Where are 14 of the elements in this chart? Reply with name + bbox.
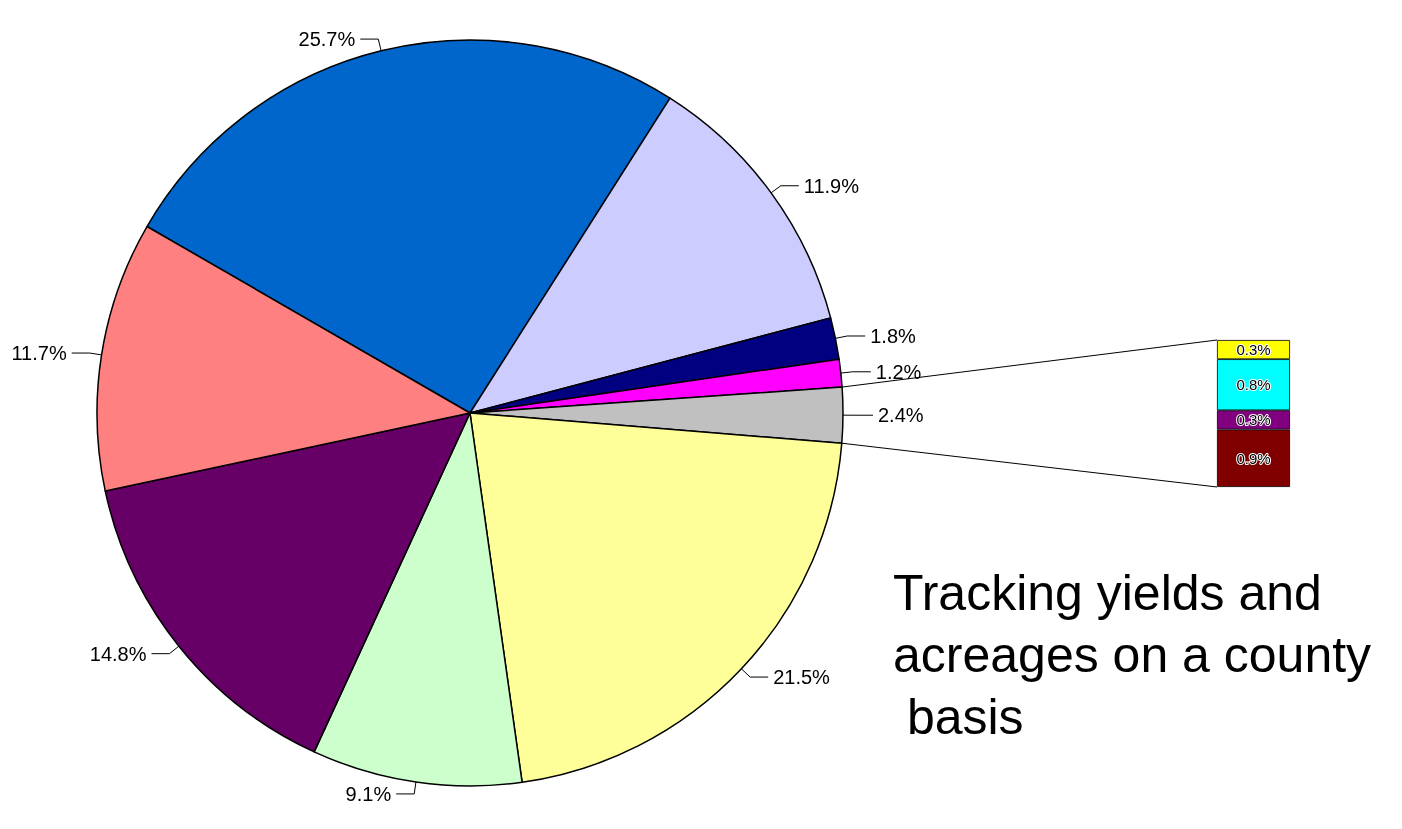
data-label: 11.7%: [11, 342, 67, 365]
data-label: 0.3%: [1236, 341, 1271, 359]
data-label: 14.8%: [89, 642, 147, 665]
data-label: 9.1%: [345, 782, 392, 805]
text: Tracking yields and acreages on a county basis: [893, 565, 1372, 745]
data-label: 0.3%: [1236, 411, 1271, 429]
data-label: 1.8%: [870, 324, 917, 347]
data-label: 2.4%: [877, 404, 924, 427]
data-label: 0.9%: [1236, 449, 1271, 467]
data-label: 21.5%: [773, 666, 831, 689]
data-label: 1.2%: [875, 360, 922, 383]
data-label: 11.9%: [803, 174, 860, 197]
data-label: 25.7%: [298, 28, 356, 51]
data-label: 0.8%: [1236, 376, 1271, 394]
